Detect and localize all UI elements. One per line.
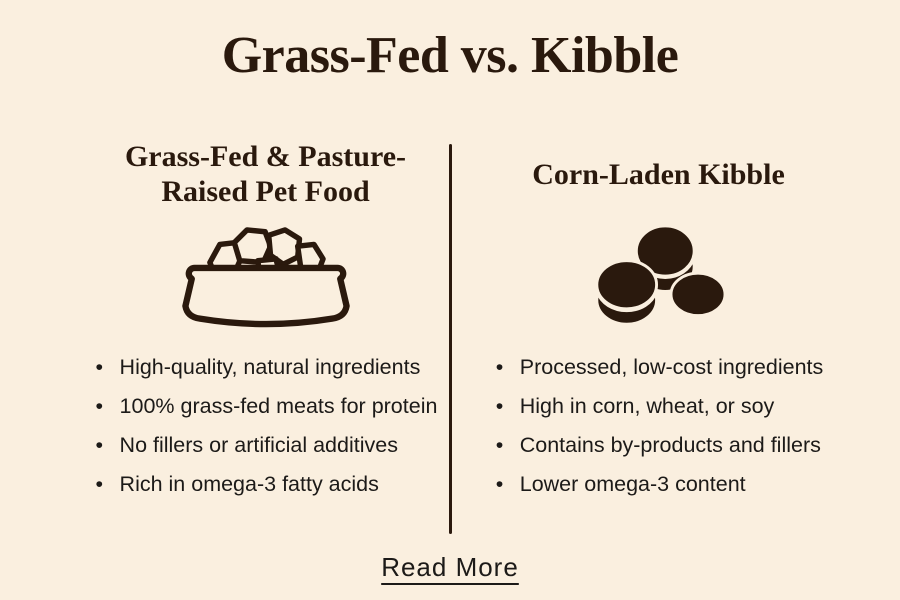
- bullet-item: Rich in omega-3 fatty acids: [94, 465, 438, 504]
- bullet-item: No fillers or artificial additives: [94, 426, 438, 465]
- comparison-columns: Grass-Fed & Pasture-Raised Pet Food High…: [0, 136, 900, 536]
- bullet-item: 100% grass-fed meats for protein: [94, 387, 438, 426]
- bullet-item: Processed, low-cost ingredients: [494, 348, 824, 387]
- footer: Read More: [0, 552, 900, 583]
- bullet-item: Contains by-products and fillers: [494, 426, 824, 465]
- page-title: Grass-Fed vs. Kibble: [221, 27, 679, 84]
- pet-food-bowl-icon-svg: [181, 227, 350, 328]
- pet-food-bowl-icon: [180, 220, 352, 334]
- bullet-item: High-quality, natural ingredients: [94, 348, 438, 387]
- grass-fed-bullet-list: High-quality, natural ingredients 100% g…: [94, 348, 438, 504]
- kibble-bullet-list: Processed, low-cost ingredients High in …: [494, 348, 824, 504]
- grass-fed-column: Grass-Fed & Pasture-Raised Pet Food High…: [80, 136, 451, 504]
- kibble-heading: Corn-Laden Kibble: [532, 157, 785, 191]
- kibble-pieces-icon-svg: [595, 224, 727, 326]
- read-more-link[interactable]: Read More: [381, 552, 519, 582]
- grass-fed-heading: Grass-Fed & Pasture-Raised Pet Food: [124, 140, 407, 208]
- kibble-column: Corn-Laden Kibble Processed, low-cost in…: [455, 136, 862, 505]
- bullet-item: Lower omega-3 content: [494, 465, 824, 504]
- bullet-item: High in corn, wheat, or soy: [494, 387, 824, 426]
- column-divider: [449, 144, 452, 534]
- kibble-pieces-icon: [586, 220, 731, 334]
